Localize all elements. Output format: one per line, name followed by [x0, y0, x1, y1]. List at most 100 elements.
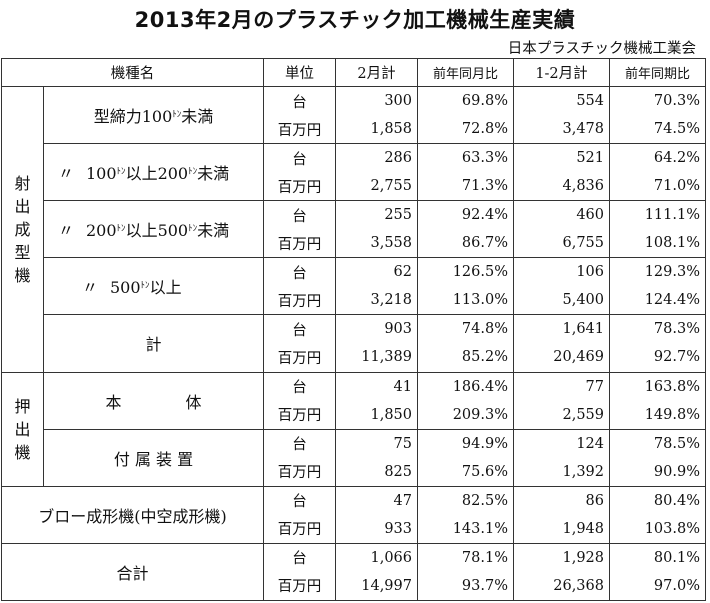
- production-table: 機種名 単位 2月計 前年同月比 1-2月計 前年同期比 射出成型機 型締力10…: [1, 57, 706, 602]
- value-cell: 93.7%: [417, 571, 514, 601]
- table-row: ブロー成形機(中空成形機) 台 47 82.5% 86 80.4%: [1, 485, 706, 544]
- row-name-inj3: 〃 200ﾄﾝ以上500ﾄﾝ未満: [43, 200, 264, 259]
- header-row: 機種名 単位 2月計 前年同月比 1-2月計 前年同期比: [1, 57, 706, 88]
- unit-cell: 百万円: [263, 229, 336, 259]
- table-row: 射出成型機 型締力100ﾄﾝ未満 台 300 69.8% 554 70.3%: [1, 86, 706, 373]
- table-row: 百万円 3,558 86.7% 6,755 108.1%: [2, 229, 706, 259]
- table-row: 百万円 14,997 93.7% 26,368 97.0%: [2, 571, 706, 601]
- unit-cell: 台: [263, 200, 336, 230]
- value-cell: 80.1%: [609, 542, 706, 572]
- value-cell: 85.2%: [417, 343, 514, 373]
- value-cell: 825: [335, 457, 418, 487]
- value-cell: 74.8%: [417, 314, 514, 344]
- unit-cell: 百万円: [263, 343, 336, 373]
- value-cell: 3,478: [513, 115, 610, 145]
- unit-cell: 台: [263, 428, 336, 458]
- value-cell: 78.3%: [609, 314, 706, 344]
- value-cell: 255: [335, 200, 418, 230]
- unit-cell: 台: [263, 542, 336, 572]
- header-unit: 単位: [263, 57, 336, 88]
- value-cell: 92.4%: [417, 200, 514, 230]
- row-name-grand-total: 合計: [1, 542, 264, 602]
- value-cell: 186.4%: [417, 371, 514, 401]
- value-cell: 47: [335, 485, 418, 515]
- row-name-inj1: 型締力100ﾄﾝ未満: [43, 86, 264, 145]
- unit-cell: 台: [263, 314, 336, 344]
- value-cell: 554: [513, 86, 610, 116]
- table-row: 計 台 903 74.8% 1,641 78.3%: [2, 314, 706, 373]
- row-name-blow: ブロー成形機(中空成形機): [1, 485, 264, 544]
- value-cell: 78.1%: [417, 542, 514, 572]
- value-cell: 3,218: [335, 286, 418, 316]
- value-cell: 111.1%: [609, 200, 706, 230]
- value-cell: 72.8%: [417, 115, 514, 145]
- row-name-inj-total: 計: [43, 314, 264, 373]
- value-cell: 94.9%: [417, 428, 514, 458]
- value-cell: 86: [513, 485, 610, 515]
- value-cell: 1,066: [335, 542, 418, 572]
- table-row: 百万円 933 143.1% 1,948 103.8%: [2, 514, 706, 544]
- unit-cell: 百万円: [263, 571, 336, 601]
- value-cell: 460: [513, 200, 610, 230]
- value-cell: 14,997: [335, 571, 418, 601]
- value-cell: 70.3%: [609, 86, 706, 116]
- table-row: 百万円 3,218 113.0% 5,400 124.4%: [2, 286, 706, 316]
- table-row: 〃 500ﾄﾝ以上 台 62 126.5% 106 129.3%: [2, 257, 706, 316]
- table-row: 〃 200ﾄﾝ以上500ﾄﾝ未満 台 255 92.4% 460 111.1%: [2, 200, 706, 259]
- value-cell: 163.8%: [609, 371, 706, 401]
- value-cell: 124.4%: [609, 286, 706, 316]
- value-cell: 2,755: [335, 172, 418, 202]
- value-cell: 74.5%: [609, 115, 706, 145]
- value-cell: 103.8%: [609, 514, 706, 544]
- value-cell: 126.5%: [417, 257, 514, 287]
- row-name-inj4: 〃 500ﾄﾝ以上: [43, 257, 264, 316]
- header-janfeb: 1-2月計: [513, 57, 610, 88]
- value-cell: 1,392: [513, 457, 610, 487]
- source-label: 日本プラスチック機械工業会: [507, 41, 696, 57]
- value-cell: 71.0%: [609, 172, 706, 202]
- row-name-ext-acc: 付 属 装 置: [43, 428, 264, 487]
- value-cell: 129.3%: [609, 257, 706, 287]
- value-cell: 124: [513, 428, 610, 458]
- value-cell: 11,389: [335, 343, 418, 373]
- value-cell: 77: [513, 371, 610, 401]
- value-cell: 149.8%: [609, 400, 706, 430]
- unit-cell: 台: [263, 485, 336, 515]
- table-row: 〃 100ﾄﾝ以上200ﾄﾝ未満 台 286 63.3% 521 64.2%: [2, 143, 706, 202]
- value-cell: 1,850: [335, 400, 418, 430]
- value-cell: 209.3%: [417, 400, 514, 430]
- unit-cell: 百万円: [263, 400, 336, 430]
- value-cell: 933: [335, 514, 418, 544]
- value-cell: 106: [513, 257, 610, 287]
- value-cell: 286: [335, 143, 418, 173]
- value-cell: 62: [335, 257, 418, 287]
- unit-cell: 台: [263, 143, 336, 173]
- value-cell: 1,928: [513, 542, 610, 572]
- value-cell: 69.8%: [417, 86, 514, 116]
- value-cell: 1,948: [513, 514, 610, 544]
- value-cell: 300: [335, 86, 418, 116]
- value-cell: 41: [335, 371, 418, 401]
- unit-cell: 百万円: [263, 172, 336, 202]
- value-cell: 64.2%: [609, 143, 706, 173]
- value-cell: 97.0%: [609, 571, 706, 601]
- value-cell: 5,400: [513, 286, 610, 316]
- value-cell: 78.5%: [609, 428, 706, 458]
- value-cell: 903: [335, 314, 418, 344]
- unit-cell: 百万円: [263, 457, 336, 487]
- value-cell: 82.5%: [417, 485, 514, 515]
- header-janfeb-yoy: 前年同期比: [609, 57, 706, 88]
- table-row: 合計 台 1,066 78.1% 1,928 80.1%: [1, 542, 706, 602]
- unit-cell: 台: [263, 257, 336, 287]
- value-cell: 86.7%: [417, 229, 514, 259]
- value-cell: 75.6%: [417, 457, 514, 487]
- value-cell: 92.7%: [609, 343, 706, 373]
- value-cell: 108.1%: [609, 229, 706, 259]
- unit-cell: 百万円: [263, 514, 336, 544]
- value-cell: 63.3%: [417, 143, 514, 173]
- unit-cell: 台: [263, 371, 336, 401]
- table-row: 付 属 装 置 台 75 94.9% 124 78.5%: [2, 428, 706, 487]
- page-title: 2013年2月のプラスチック加工機械生産実績: [134, 8, 576, 32]
- value-cell: 26,368: [513, 571, 610, 601]
- row-name-ext-body: 本 体: [43, 371, 264, 430]
